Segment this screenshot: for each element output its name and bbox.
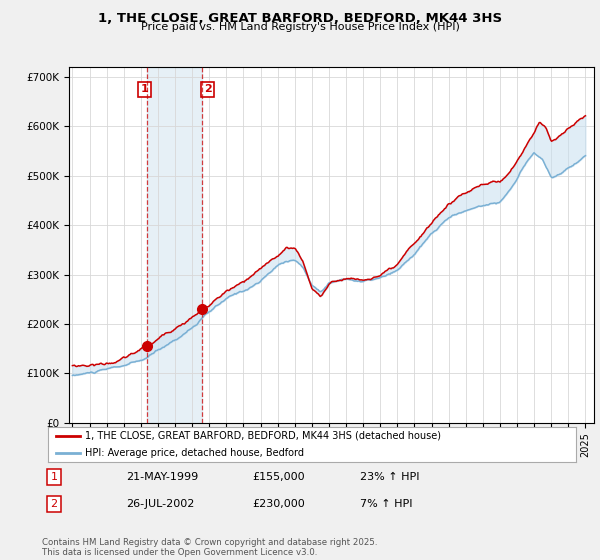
Text: £155,000: £155,000 [252,472,305,482]
Text: 26-JUL-2002: 26-JUL-2002 [126,499,194,509]
Text: Price paid vs. HM Land Registry's House Price Index (HPI): Price paid vs. HM Land Registry's House … [140,22,460,32]
Bar [148,67,202,423]
Text: 1: 1 [141,85,149,95]
Text: 1: 1 [50,472,58,482]
Text: £230,000: £230,000 [252,499,305,509]
Text: HPI: Average price, detached house, Bedford: HPI: Average price, detached house, Bedf… [85,449,304,458]
Text: 1, THE CLOSE, GREAT BARFORD, BEDFORD, MK44 3HS (detached house): 1, THE CLOSE, GREAT BARFORD, BEDFORD, MK… [85,431,441,441]
Text: 21-MAY-1999: 21-MAY-1999 [126,472,198,482]
Text: 7% ↑ HPI: 7% ↑ HPI [360,499,413,509]
Text: Contains HM Land Registry data © Crown copyright and database right 2025.
This d: Contains HM Land Registry data © Crown c… [42,538,377,557]
Text: 2: 2 [204,85,212,95]
Text: 23% ↑ HPI: 23% ↑ HPI [360,472,419,482]
Text: 1, THE CLOSE, GREAT BARFORD, BEDFORD, MK44 3HS: 1, THE CLOSE, GREAT BARFORD, BEDFORD, MK… [98,12,502,25]
Text: 2: 2 [50,499,58,509]
